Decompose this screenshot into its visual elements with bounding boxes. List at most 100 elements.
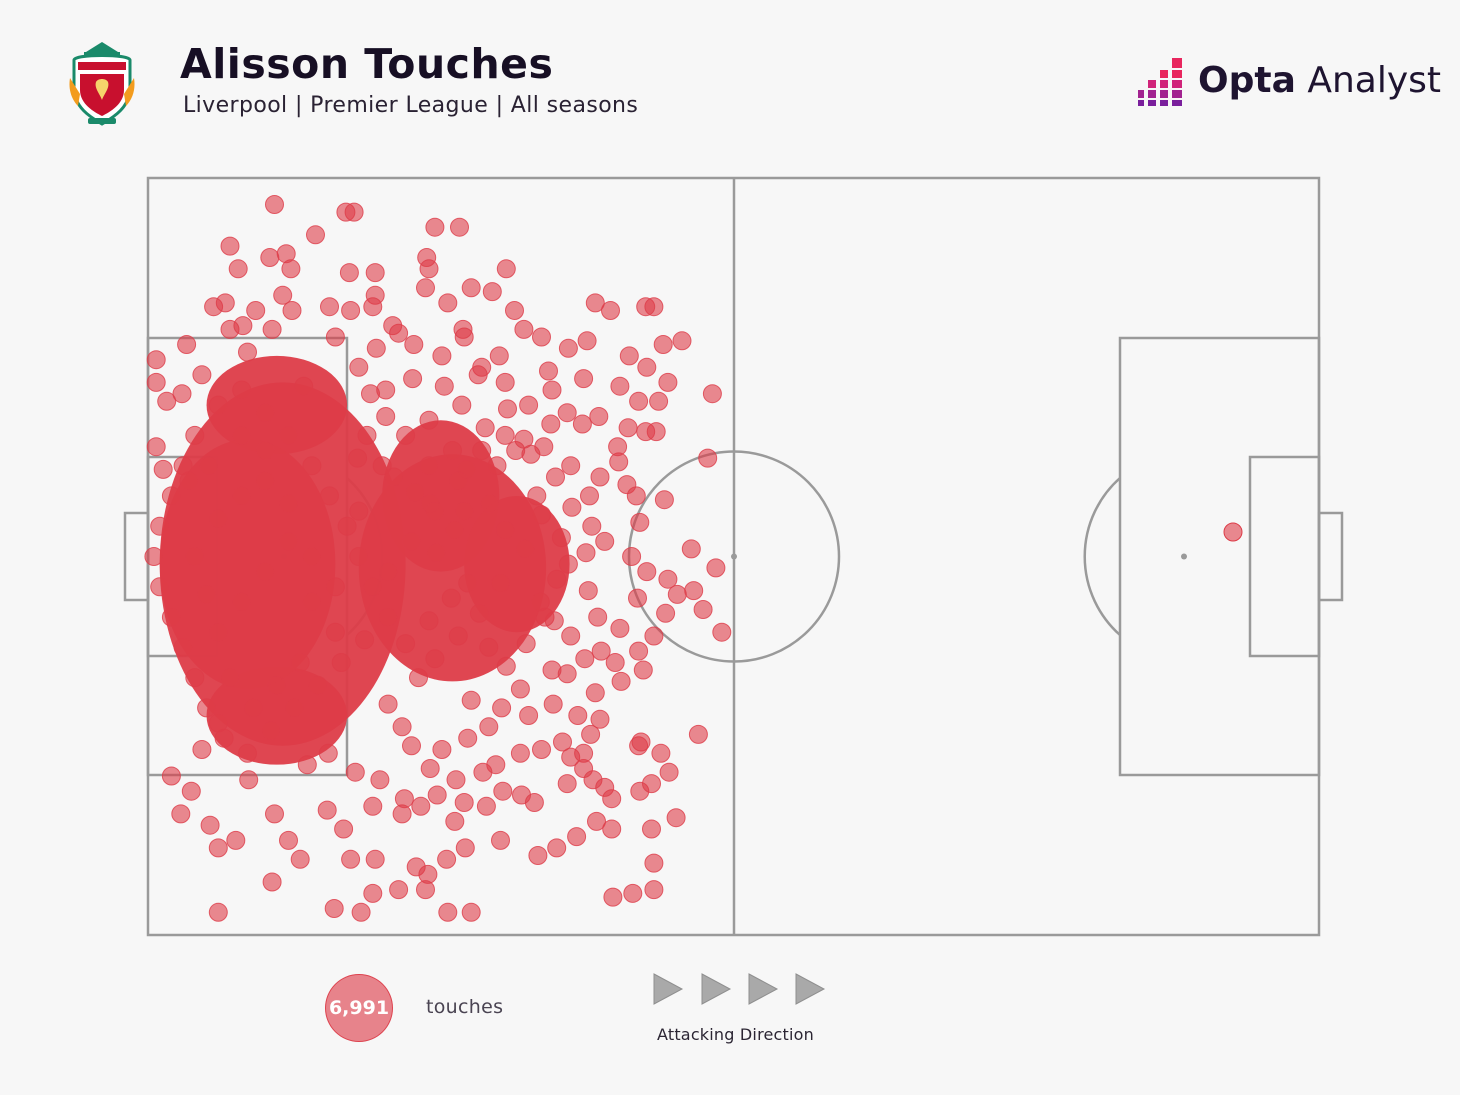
touch-point — [514, 319, 534, 339]
touch-point — [204, 297, 224, 317]
touch-point — [446, 770, 466, 790]
touch-point — [261, 721, 281, 741]
touch-point — [651, 743, 671, 763]
touch-point — [425, 501, 445, 521]
touch-point — [659, 762, 679, 782]
touch-point — [558, 554, 578, 574]
touch-point — [557, 774, 577, 794]
touch-point — [432, 346, 452, 366]
touch-point — [468, 365, 488, 385]
touch-point — [396, 425, 416, 445]
touch-point — [365, 849, 385, 869]
attacking-direction-label: Attacking Direction — [657, 1025, 814, 1044]
touch-point — [576, 543, 596, 563]
touch-point — [539, 361, 558, 381]
touch-point — [567, 827, 587, 847]
touch-point — [581, 724, 601, 744]
touch-point — [644, 626, 664, 646]
touch-point — [232, 486, 252, 506]
touch-point — [546, 467, 565, 487]
touch-point — [200, 815, 220, 835]
touch-point — [547, 569, 567, 589]
touch-point — [320, 486, 339, 506]
touch-point — [658, 372, 678, 392]
touch-point — [441, 588, 461, 608]
touch-point — [527, 486, 547, 506]
touch-point — [633, 660, 653, 680]
touch-point — [396, 634, 416, 654]
touch-point — [308, 675, 328, 695]
touch-point — [294, 376, 314, 396]
right-six-yard-box — [1248, 455, 1321, 658]
touch-point — [524, 793, 544, 812]
touch-point — [495, 520, 515, 540]
touch-point — [706, 558, 726, 578]
play-arrow-icon — [701, 973, 732, 1005]
touch-point — [642, 819, 661, 839]
touch-point — [568, 706, 588, 725]
touch-point — [246, 301, 266, 320]
touch-point — [450, 217, 469, 237]
touch-point — [279, 531, 298, 551]
touch-point — [631, 732, 651, 752]
touch-point — [445, 520, 465, 540]
touch-point — [461, 278, 481, 298]
touch-point — [458, 728, 478, 748]
touch-point — [658, 569, 678, 589]
touch-point — [667, 584, 687, 604]
touch-point — [637, 357, 657, 377]
touch-point — [402, 736, 421, 756]
touch-point — [403, 369, 423, 389]
touch-point — [404, 335, 424, 354]
touch-point — [681, 539, 701, 559]
touch-point — [363, 297, 383, 317]
touch-point — [318, 743, 338, 763]
touch-point — [177, 335, 197, 354]
touch-point — [601, 301, 620, 320]
touch-point — [157, 391, 177, 411]
touch-point — [684, 581, 704, 601]
touch-point — [516, 634, 536, 654]
touch-point — [493, 781, 513, 801]
touch-point — [232, 425, 252, 445]
touch-point — [378, 607, 398, 627]
touch-point — [629, 641, 649, 661]
touch-point — [161, 607, 181, 627]
touch-point — [185, 668, 205, 688]
touch-point — [405, 482, 425, 502]
touch-point — [452, 395, 472, 415]
touch-point — [376, 407, 396, 426]
touch-point — [279, 494, 298, 513]
touch-point — [644, 297, 664, 317]
touch-point — [232, 380, 252, 400]
touch-point — [572, 414, 592, 434]
page-subtitle: Liverpool | Premier League | All seasons — [183, 93, 639, 118]
touch-point — [302, 547, 322, 566]
touch-point — [199, 456, 219, 476]
touch-point — [608, 437, 628, 457]
touch-count-bubble: 6,991 — [325, 974, 393, 1042]
touch-point — [192, 740, 212, 759]
touch-point — [454, 793, 474, 812]
touch-point — [173, 456, 193, 476]
touch-point — [161, 486, 181, 506]
touch-point — [419, 410, 439, 430]
touch-point — [541, 414, 561, 434]
touch-points-layer — [144, 195, 1243, 922]
touch-point — [623, 883, 643, 903]
touch-point — [590, 709, 610, 729]
touch-point — [370, 770, 390, 790]
touch-point — [521, 444, 541, 464]
touch-point — [492, 698, 512, 718]
touch-point — [281, 259, 301, 279]
attacking-direction-arrows — [653, 973, 826, 1005]
touch-point — [185, 547, 205, 566]
touch-point — [351, 902, 371, 922]
touch-point — [363, 883, 383, 903]
touch-point — [438, 902, 458, 922]
touch-point — [642, 774, 661, 794]
touch-point — [317, 800, 337, 820]
touch-point — [220, 319, 240, 339]
touch-point — [279, 830, 298, 850]
